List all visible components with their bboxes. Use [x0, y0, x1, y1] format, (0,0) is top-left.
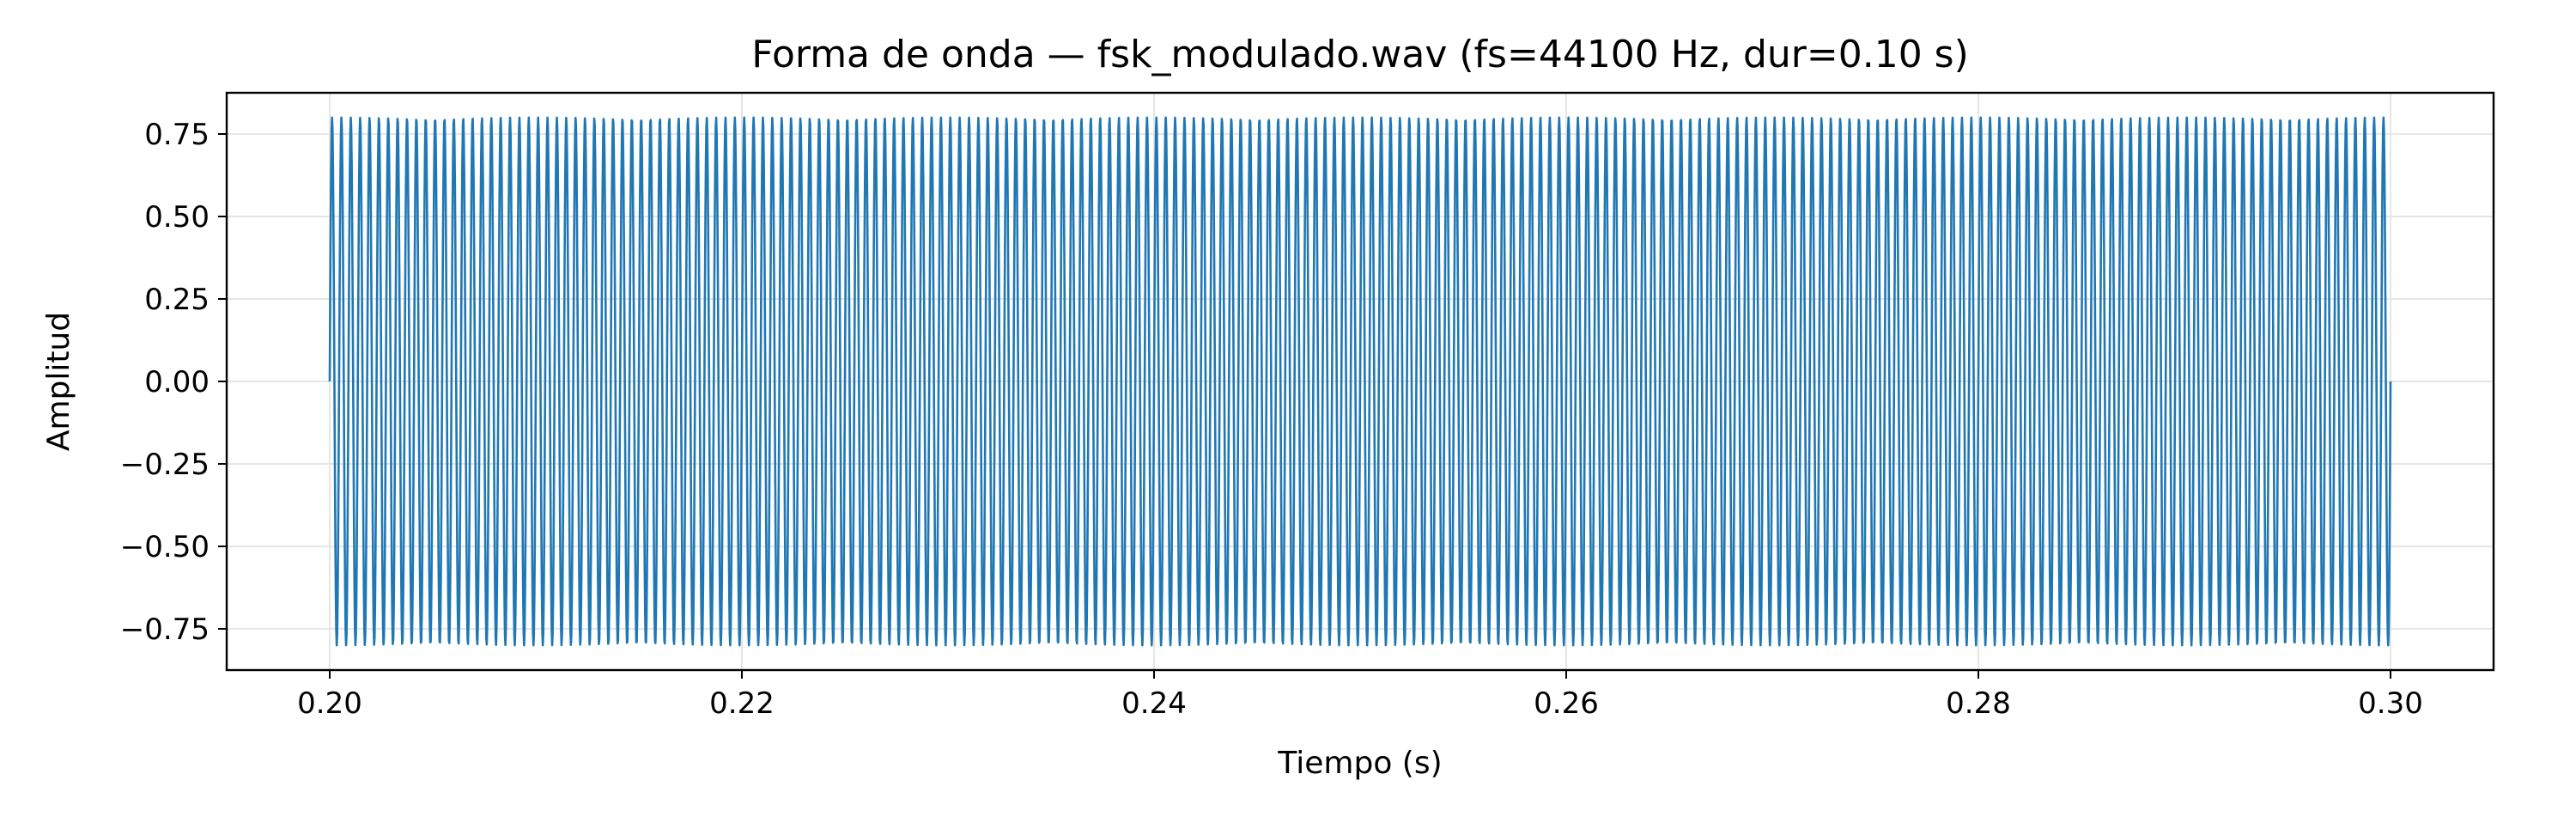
y-axis-title: Amplitud	[41, 312, 76, 451]
x-axis: 0.20 0.22 0.24 0.26 0.28 0.30	[297, 670, 2423, 721]
waveform-line	[328, 116, 2392, 647]
y-tick-label: 0.25	[144, 283, 210, 317]
y-tick-label: 0.00	[144, 365, 210, 399]
y-tick-label: −0.50	[120, 530, 210, 564]
y-tick-label: 0.50	[144, 200, 210, 235]
y-tick-label: −0.75	[120, 613, 210, 647]
x-tick-label: 0.20	[297, 686, 362, 721]
x-tick-label: 0.22	[709, 686, 775, 721]
x-tick-label: 0.26	[1534, 686, 1599, 721]
x-tick-label: 0.30	[2358, 686, 2423, 721]
series-layer	[328, 116, 2392, 647]
y-tick-label: −0.25	[120, 448, 210, 482]
x-axis-title: Tiempo (s)	[1277, 746, 1442, 781]
x-tick-label: 0.24	[1121, 686, 1187, 721]
y-tick-label: 0.75	[144, 118, 210, 152]
x-tick-label: 0.28	[1946, 686, 2011, 721]
y-axis: 0.75 0.50 0.25 0.00 −0.25 −0.50 −0.75	[120, 118, 227, 647]
chart-title: Forma de onda — fsk_modulado.wav (fs=441…	[751, 33, 1969, 76]
